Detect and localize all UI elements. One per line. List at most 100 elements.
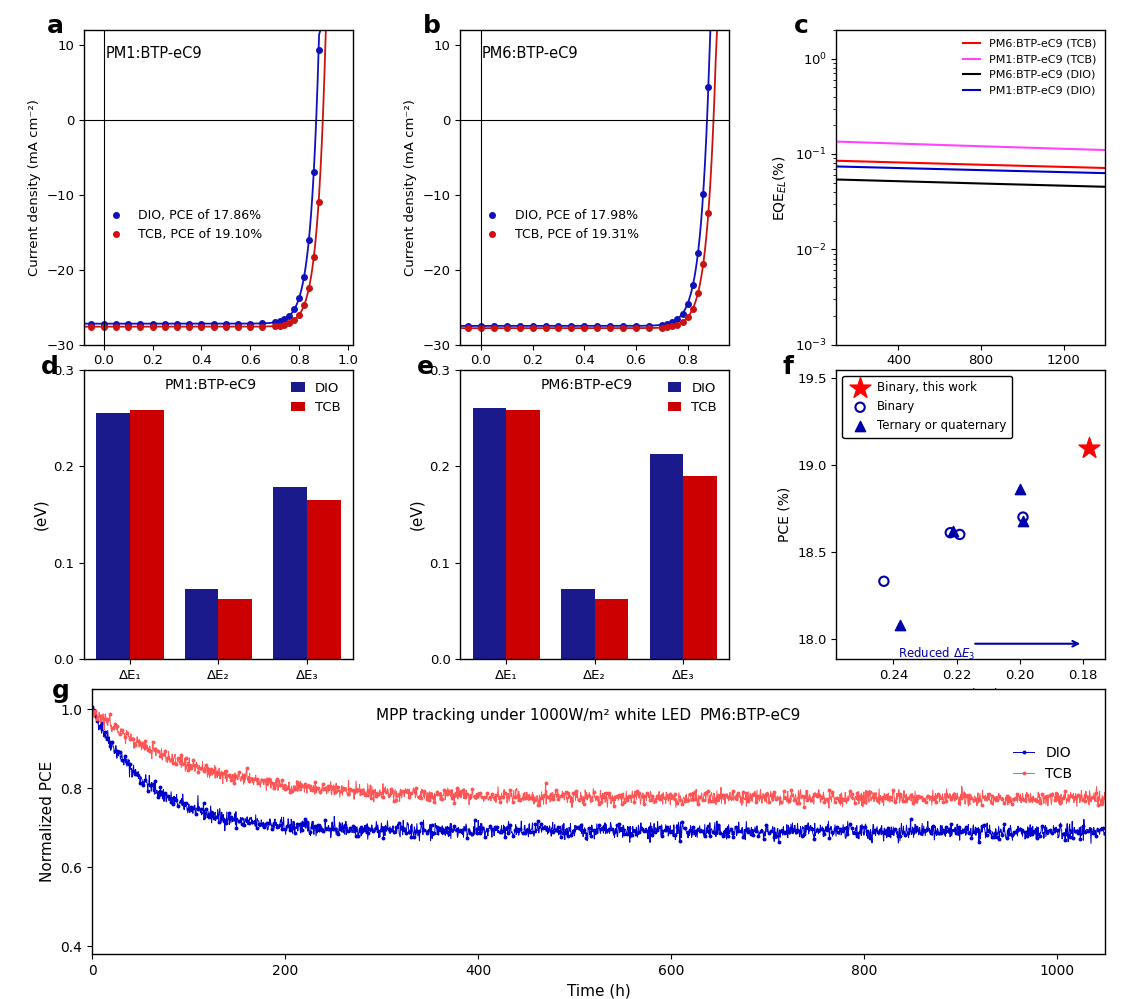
DIO, PCE of 17.98% xyxy=(687,280,700,292)
TCB xyxy=(1098,790,1112,802)
Legend: DIO, PCE of 17.86%, TCB, PCE of 19.10%: DIO, PCE of 17.86%, TCB, PCE of 19.10% xyxy=(99,204,268,246)
TCB, PCE of 19.10% xyxy=(302,283,315,295)
TCB, PCE of 19.31% xyxy=(604,322,617,334)
Line: DIO, PCE of 17.86%: DIO, PCE of 17.86% xyxy=(89,47,321,327)
DIO xyxy=(883,825,896,837)
TCB, PCE of 19.31% xyxy=(681,312,695,324)
TCB, PCE of 19.31% xyxy=(675,317,689,329)
Y-axis label: Normalized PCE: Normalized PCE xyxy=(39,761,55,882)
PM6:BTP-eC9 (DIO) xyxy=(988,178,1002,190)
Legend: DIO, TCB: DIO, TCB xyxy=(1008,740,1078,786)
TCB, PCE of 19.10% xyxy=(297,300,311,312)
DIO, PCE of 17.98% xyxy=(642,320,655,332)
Legend: DIO, TCB: DIO, TCB xyxy=(662,377,723,420)
Y-axis label: PCE (%): PCE (%) xyxy=(778,487,792,542)
DIO, PCE of 17.86% xyxy=(256,318,269,330)
Line: TCB, PCE of 19.31%: TCB, PCE of 19.31% xyxy=(466,210,711,331)
Bar xyxy=(561,588,595,659)
DIO xyxy=(138,778,151,790)
Line: PM1:BTP-eC9 (DIO): PM1:BTP-eC9 (DIO) xyxy=(837,167,1105,173)
TCB, PCE of 19.10% xyxy=(219,321,232,333)
Line: DIO: DIO xyxy=(91,705,1106,845)
DIO, PCE of 17.86% xyxy=(278,314,292,326)
TCB, PCE of 19.31% xyxy=(539,322,552,334)
PM1:BTP-eC9 (TCB) xyxy=(990,141,1003,153)
Y-axis label: Current density (mA cm⁻²): Current density (mA cm⁻²) xyxy=(28,99,40,276)
DIO, PCE of 17.98% xyxy=(500,320,514,332)
Binary, this work xyxy=(1080,440,1098,456)
TCB xyxy=(822,802,836,814)
Bar xyxy=(96,414,130,659)
PM1:BTP-eC9 (TCB) xyxy=(1098,144,1112,156)
Legend: DIO, TCB: DIO, TCB xyxy=(286,377,347,420)
TCB, PCE of 19.10% xyxy=(206,321,220,333)
Bar xyxy=(506,411,540,659)
PM1:BTP-eC9 (DIO) xyxy=(1056,166,1069,178)
DIO, PCE of 17.86% xyxy=(307,166,321,178)
TCB, PCE of 19.31% xyxy=(655,322,669,334)
TCB, PCE of 19.10% xyxy=(183,321,196,333)
TCB, PCE of 19.10% xyxy=(146,321,159,333)
Text: Reduced $\Delta E_3$: Reduced $\Delta E_3$ xyxy=(899,645,975,661)
DIO, PCE of 17.86% xyxy=(134,318,147,330)
DIO, PCE of 17.98% xyxy=(604,320,617,332)
DIO, PCE of 17.86% xyxy=(85,318,99,330)
DIO, PCE of 17.86% xyxy=(194,318,208,330)
TCB, PCE of 19.10% xyxy=(293,309,306,321)
TCB, PCE of 19.10% xyxy=(231,321,245,333)
DIO, PCE of 17.86% xyxy=(96,318,110,330)
TCB, PCE of 19.10% xyxy=(278,319,292,331)
DIO, PCE of 17.98% xyxy=(526,320,540,332)
DIO, PCE of 17.98% xyxy=(701,81,715,93)
DIO, PCE of 17.86% xyxy=(283,310,296,322)
Y-axis label: EQE$_{EL}$(%) : EQE$_{EL}$(%) xyxy=(772,154,789,221)
Text: g: g xyxy=(52,678,70,702)
PM6:BTP-eC9 (TCB) xyxy=(994,159,1008,171)
TCB, PCE of 19.10% xyxy=(273,320,286,332)
DIO xyxy=(85,701,99,713)
DIO, PCE of 17.98% xyxy=(475,320,488,332)
DIO, PCE of 17.98% xyxy=(671,313,684,325)
TCB, PCE of 19.10% xyxy=(171,321,184,333)
PM1:BTP-eC9 (DIO) xyxy=(994,165,1008,177)
Text: d: d xyxy=(42,356,59,380)
Bar xyxy=(595,598,628,659)
PM1:BTP-eC9 (TCB) xyxy=(994,141,1008,153)
TCB, PCE of 19.31% xyxy=(697,259,710,271)
TCB xyxy=(579,784,592,796)
PM1:BTP-eC9 (TCB) xyxy=(1056,143,1069,155)
TCB, PCE of 19.31% xyxy=(487,322,500,334)
DIO, PCE of 17.86% xyxy=(231,318,245,330)
X-axis label: Voltage (V): Voltage (V) xyxy=(180,373,257,387)
Y-axis label: (eV): (eV) xyxy=(33,499,48,530)
TCB, PCE of 19.31% xyxy=(500,322,514,334)
PM1:BTP-eC9 (DIO) xyxy=(990,165,1003,177)
DIO, PCE of 17.98% xyxy=(629,320,643,332)
DIO, PCE of 17.98% xyxy=(697,188,710,200)
DIO, PCE of 17.86% xyxy=(109,318,122,330)
Legend: DIO, PCE of 17.98%, TCB, PCE of 19.31%: DIO, PCE of 17.98%, TCB, PCE of 19.31% xyxy=(475,204,644,246)
X-axis label: Voltage (V): Voltage (V) xyxy=(557,373,633,387)
Text: PM1:BTP-eC9: PM1:BTP-eC9 xyxy=(165,379,257,393)
X-axis label: Current density (mA cm⁻²): Current density (mA cm⁻²) xyxy=(882,373,1059,386)
Binary, this work xyxy=(969,404,987,420)
DIO, PCE of 17.98% xyxy=(616,320,629,332)
DIO, PCE of 17.98% xyxy=(552,320,565,332)
Line: DIO, PCE of 17.98%: DIO, PCE of 17.98% xyxy=(466,84,711,329)
DIO xyxy=(1069,827,1083,839)
DIO, PCE of 17.86% xyxy=(312,44,325,56)
TCB xyxy=(1069,794,1083,806)
DIO, PCE of 17.86% xyxy=(243,318,257,330)
TCB, PCE of 19.31% xyxy=(665,321,679,333)
TCB, PCE of 19.31% xyxy=(461,323,475,335)
TCB, PCE of 19.31% xyxy=(552,322,565,334)
TCB, PCE of 19.10% xyxy=(312,196,325,208)
Bar xyxy=(130,411,164,659)
PM6:BTP-eC9 (DIO) xyxy=(1056,180,1069,192)
DIO, PCE of 17.98% xyxy=(539,320,552,332)
DIO, PCE of 17.86% xyxy=(273,316,286,328)
Line: TCB, PCE of 19.10%: TCB, PCE of 19.10% xyxy=(89,199,321,330)
DIO, PCE of 17.98% xyxy=(513,320,526,332)
DIO xyxy=(552,820,565,832)
DIO, PCE of 17.86% xyxy=(146,318,159,330)
